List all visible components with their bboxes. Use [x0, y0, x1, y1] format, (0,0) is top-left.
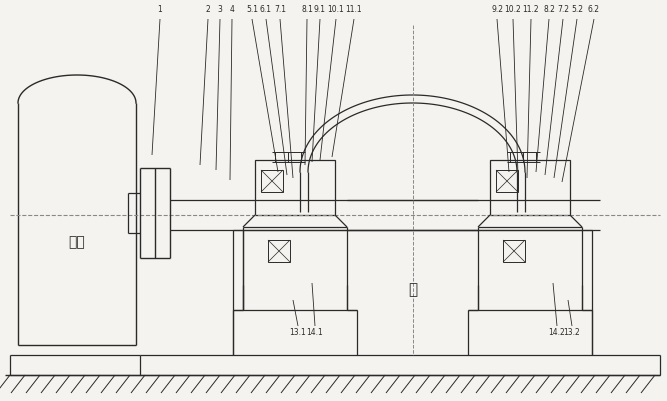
Text: 7.1: 7.1 [274, 5, 286, 14]
Text: 11.2: 11.2 [523, 5, 540, 14]
Text: 14.2: 14.2 [549, 328, 566, 337]
Bar [261, 170, 283, 192]
Text: 5.1: 5.1 [246, 5, 258, 14]
Text: 13.2: 13.2 [564, 328, 580, 337]
Text: 10.2: 10.2 [505, 5, 522, 14]
Text: 1: 1 [157, 5, 162, 14]
Bar [268, 240, 290, 262]
Text: 8.1: 8.1 [301, 5, 313, 14]
Text: 9.2: 9.2 [491, 5, 503, 14]
Text: 4: 4 [229, 5, 234, 14]
Text: 10.1: 10.1 [327, 5, 344, 14]
Bar [255, 160, 335, 215]
Text: 9.1: 9.1 [314, 5, 326, 14]
Bar [490, 160, 570, 215]
Text: 14.1: 14.1 [307, 328, 323, 337]
Text: 7.2: 7.2 [557, 5, 569, 14]
Text: 电机: 电机 [69, 235, 85, 249]
Text: 6.1: 6.1 [260, 5, 272, 14]
Text: 3: 3 [217, 5, 222, 14]
Text: 8.2: 8.2 [543, 5, 555, 14]
Text: 13.1: 13.1 [289, 328, 306, 337]
Bar [496, 170, 518, 192]
Bar [503, 240, 525, 262]
Text: 2: 2 [205, 5, 210, 14]
Text: 5.2: 5.2 [571, 5, 583, 14]
Text: 11.1: 11.1 [346, 5, 362, 14]
Text: 6.2: 6.2 [588, 5, 600, 14]
Text: 橇: 橇 [408, 282, 417, 298]
